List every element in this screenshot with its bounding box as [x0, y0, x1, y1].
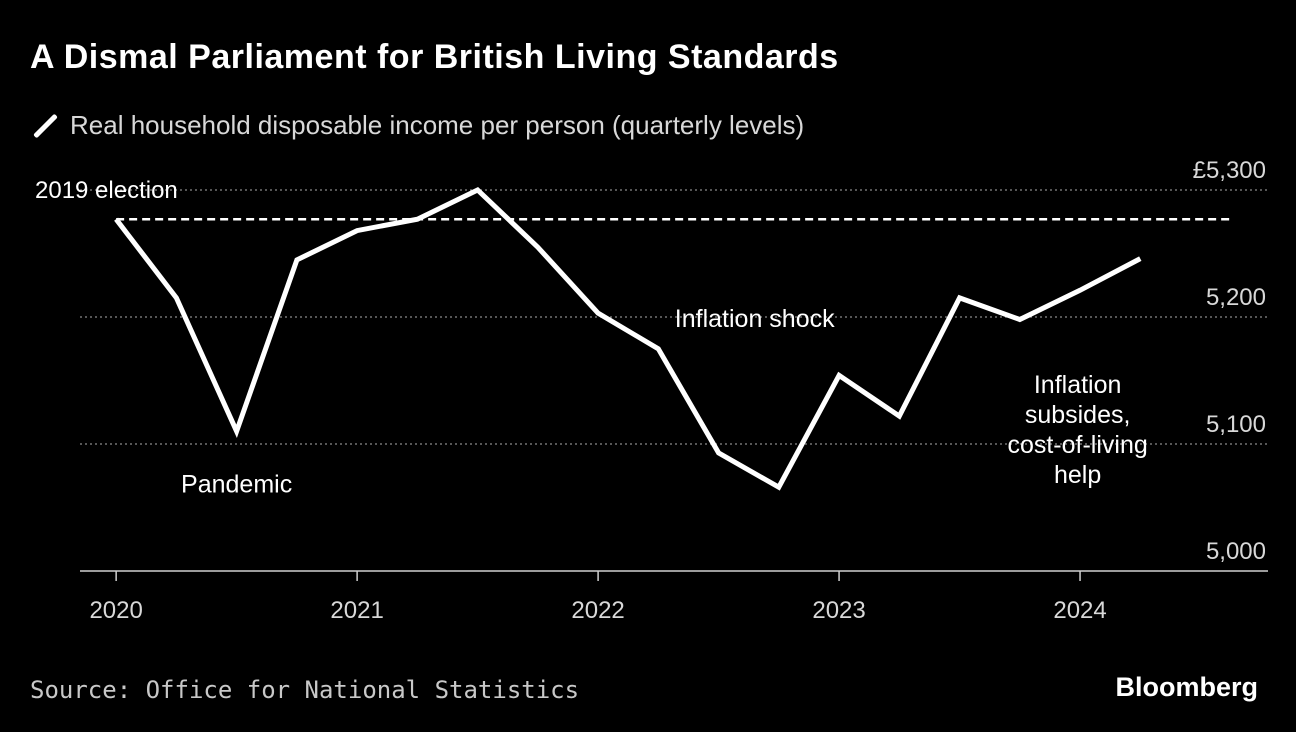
legend: Real household disposable income per per… — [32, 110, 804, 141]
x-tick-label: 2020 — [89, 597, 142, 624]
y-tick-label: 5,200 — [1206, 284, 1266, 311]
x-tick-label: 2022 — [571, 597, 624, 624]
annotation-label: Pandemic — [181, 470, 292, 498]
y-tick-label: 5,000 — [1206, 538, 1266, 565]
election-reference-label: 2019 election — [35, 177, 178, 204]
x-tick-label: 2024 — [1053, 597, 1106, 624]
x-tick-label: 2021 — [330, 597, 383, 624]
source-note: Source: Office for National Statistics — [30, 676, 580, 704]
y-tick-label: £5,300 — [1193, 157, 1266, 184]
annotation-label: Inflation shock — [675, 305, 835, 333]
y-tick-label: 5,100 — [1206, 411, 1266, 438]
annotation-label: Inflation subsides, cost-of-living help — [1007, 371, 1147, 489]
chart-title: A Dismal Parliament for British Living S… — [30, 38, 839, 76]
legend-label: Real household disposable income per per… — [70, 110, 805, 140]
bloomberg-logo: Bloomberg — [1115, 672, 1258, 702]
x-tick-label: 2023 — [812, 597, 865, 624]
series-line — [114, 186, 1142, 491]
